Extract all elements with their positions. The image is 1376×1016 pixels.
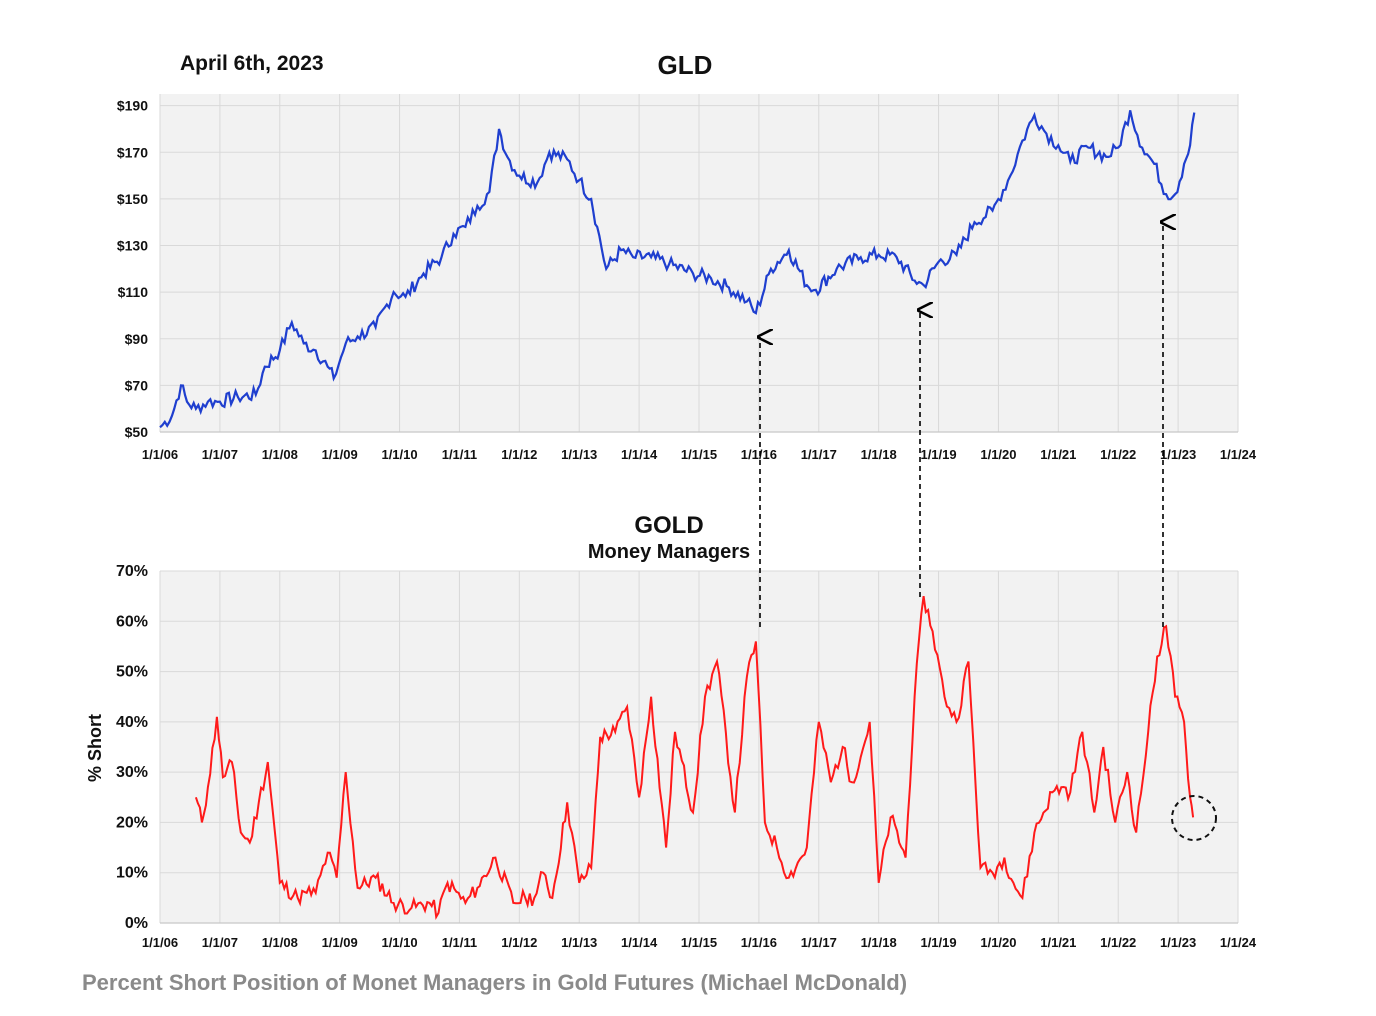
- gld-price-chart: $50$70$90$110$130$150$170$190 1/1/06 1/1/…: [117, 50, 1257, 462]
- gold-y-tick-labels: 0% 10% 20% 30% 40% 50% 60% 70%: [116, 563, 148, 932]
- x-tick-label: 1/1/16: [741, 447, 777, 462]
- x-tick-label: 1/1/06: [142, 447, 178, 462]
- y-tick-label: $190: [117, 98, 148, 114]
- gold-grid: [159, 570, 1239, 924]
- y-tick-label: 10%: [116, 865, 148, 882]
- y-tick-label: $130: [117, 238, 148, 254]
- gld-date-label: April 6th, 2023: [180, 52, 324, 75]
- y-tick-label: 60%: [116, 613, 148, 630]
- x-tick-label: 1/1/07: [202, 447, 238, 462]
- x-tick-label: 1/1/21: [1040, 447, 1076, 462]
- y-tick-label: $90: [125, 331, 149, 347]
- x-tick-label: 1/1/12: [501, 935, 537, 950]
- x-tick-label: 1/1/19: [920, 935, 956, 950]
- x-tick-label: 1/1/23: [1160, 447, 1196, 462]
- x-tick-label: 1/1/17: [801, 447, 837, 462]
- gold-short-line: [194, 595, 1195, 920]
- y-tick-label: $150: [117, 191, 148, 207]
- x-tick-label: 1/1/07: [202, 935, 238, 950]
- x-tick-label: 1/1/15: [681, 935, 717, 950]
- y-tick-label: 50%: [116, 664, 148, 681]
- y-tick-label: 20%: [116, 814, 148, 831]
- y-tick-label: $110: [118, 284, 149, 300]
- x-tick-label: 1/1/20: [980, 447, 1016, 462]
- y-tick-label: 30%: [116, 764, 148, 781]
- x-tick-label: 1/1/22: [1100, 935, 1136, 950]
- gold-chart-title: GOLD: [634, 512, 703, 539]
- x-tick-label: 1/1/20: [980, 935, 1016, 950]
- x-tick-label: 1/1/21: [1040, 935, 1076, 950]
- gld-price-line: [159, 110, 1196, 429]
- x-tick-label: 1/1/24: [1220, 447, 1257, 462]
- x-tick-label: 1/1/18: [861, 935, 897, 950]
- x-tick-label: 1/1/18: [861, 447, 897, 462]
- chart-figure: $50$70$90$110$130$150$170$190 1/1/06 1/1/…: [85, 50, 1257, 950]
- x-tick-label: 1/1/09: [322, 935, 358, 950]
- x-tick-label: 1/1/15: [681, 447, 717, 462]
- x-tick-label: 1/1/08: [262, 935, 298, 950]
- x-tick-label: 1/1/10: [381, 935, 417, 950]
- x-tick-label: 1/1/06: [142, 935, 178, 950]
- y-tick-label: $70: [125, 377, 149, 393]
- y-tick-label: 70%: [116, 563, 148, 580]
- gold-y-axis-label: % Short: [85, 714, 105, 782]
- x-tick-label: 1/1/19: [920, 447, 956, 462]
- x-tick-label: 1/1/08: [262, 447, 298, 462]
- x-tick-label: 1/1/09: [322, 447, 358, 462]
- y-tick-label: 0%: [125, 915, 148, 932]
- x-tick-label: 1/1/16: [741, 935, 777, 950]
- x-tick-label: 1/1/12: [501, 447, 537, 462]
- gld-y-tick-labels: $50 $70 $90 $110 $130 $150 $170 $190: [117, 98, 148, 440]
- y-tick-label: $50: [125, 424, 149, 440]
- gld-chart-title: GLD: [658, 50, 713, 80]
- x-tick-label: 1/1/14: [621, 935, 658, 950]
- x-tick-label: 1/1/24: [1220, 935, 1257, 950]
- gold-chart-subtitle: Money Managers: [588, 541, 750, 563]
- x-tick-label: 1/1/22: [1100, 447, 1136, 462]
- x-tick-label: 1/1/23: [1160, 935, 1196, 950]
- x-tick-label: 1/1/11: [442, 447, 477, 462]
- x-tick-label: 1/1/17: [801, 935, 837, 950]
- gld-x-tick-labels: 1/1/06 1/1/07 1/1/08 1/1/09 1/1/10 1/1/11 1/1/…: [142, 447, 1257, 462]
- figure-caption: Percent Short Position of Monet Managers…: [82, 970, 908, 995]
- x-tick-label: 1/1/13: [561, 935, 597, 950]
- trough-arrows: [760, 222, 1163, 627]
- y-tick-label: $170: [117, 144, 148, 160]
- latest-value-highlight-circle: [1171, 795, 1217, 841]
- x-tick-label: 1/1/14: [621, 447, 658, 462]
- x-tick-label: 1/1/10: [381, 447, 417, 462]
- x-tick-label: 1/1/13: [561, 447, 597, 462]
- gold-x-tick-labels: 1/1/06 1/1/07 1/1/08 1/1/09 1/1/10 1/1/11 1/1/…: [142, 935, 1257, 950]
- x-tick-label: 1/1/11: [442, 935, 477, 950]
- gold-short-chart: 0%10%20%30%40%50%60%70% 1/1/06 1/1/07 1/1/…: [85, 512, 1257, 950]
- y-tick-label: 40%: [116, 714, 148, 731]
